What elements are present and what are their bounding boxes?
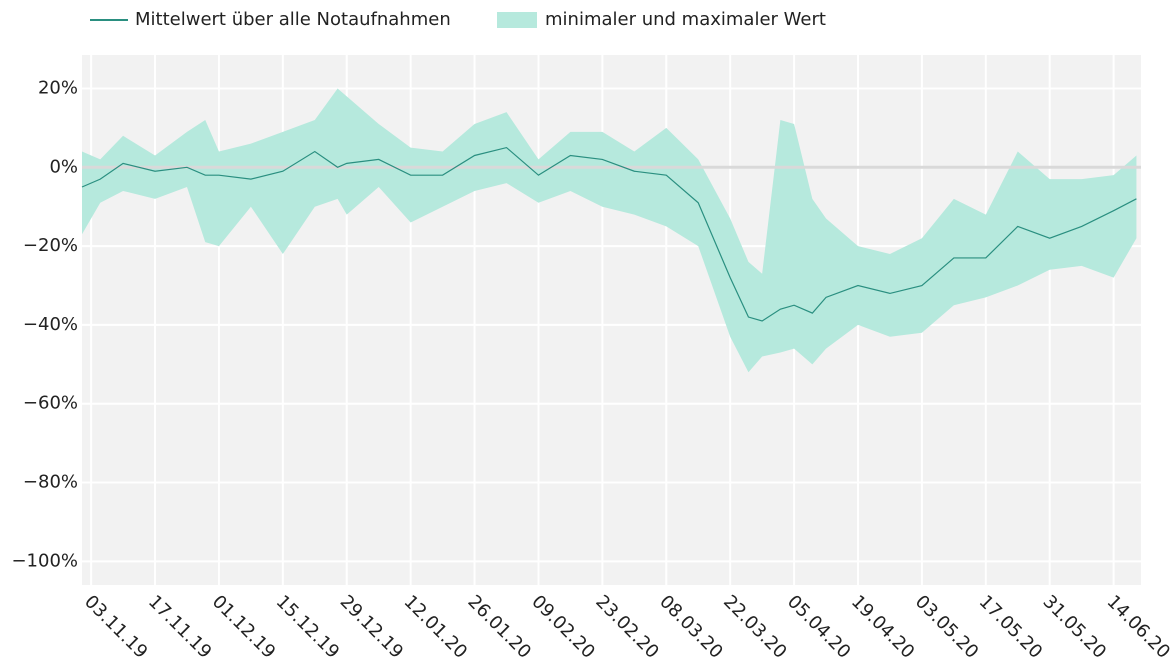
x-tick-label: 05.04.20 <box>783 591 855 663</box>
x-tick-label: 01.12.19 <box>208 591 280 663</box>
legend-band-swatch <box>497 12 537 28</box>
y-tick-label: 20% <box>38 77 78 98</box>
y-tick-label: −80% <box>23 472 78 493</box>
x-tick-label: 17.05.20 <box>975 591 1047 663</box>
mean-line <box>81 146 1137 322</box>
x-tick-label: 15.12.19 <box>272 591 344 663</box>
x-tick-label: 22.03.20 <box>719 591 791 663</box>
legend-label: Mittelwert über alle Notaufnahmen <box>135 9 451 30</box>
x-tick-label: 09.02.20 <box>527 591 599 663</box>
plot-background <box>82 55 1141 585</box>
y-tick-label: −20% <box>23 235 78 256</box>
x-tick-label: 12.01.20 <box>400 591 472 663</box>
y-tick-label: −60% <box>23 393 78 414</box>
x-tick-label: 26.01.20 <box>463 591 535 663</box>
x-tick-label: 29.12.19 <box>336 591 408 663</box>
y-tick-label: −100% <box>11 550 78 571</box>
x-tick-label: 23.02.20 <box>591 591 663 663</box>
legend-label: minimaler und maximaler Wert <box>545 9 826 30</box>
range-band <box>82 88 1137 373</box>
x-tick-label: 03.05.20 <box>911 591 983 663</box>
x-tick-label: 03.11.19 <box>80 591 152 663</box>
x-tick-label: 08.03.20 <box>655 591 727 663</box>
x-tick-label: 19.04.20 <box>847 591 919 663</box>
x-tick-label: 17.11.19 <box>144 591 216 663</box>
x-tick-label: 31.05.20 <box>1039 591 1111 663</box>
y-tick-label: 0% <box>49 156 78 177</box>
y-tick-label: −40% <box>23 314 78 335</box>
x-tick-label: 14.06.20 <box>1103 591 1175 663</box>
